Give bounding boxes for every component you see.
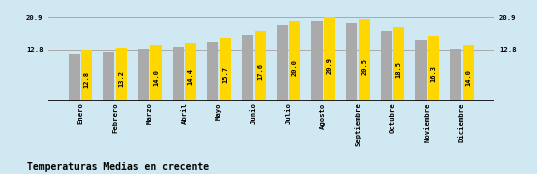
Text: 16.3: 16.3 [431,65,437,82]
Bar [81,50,92,101]
Text: 17.6: 17.6 [257,63,263,80]
Bar [311,21,323,101]
Bar [207,42,219,101]
Bar [277,25,288,101]
Bar [185,43,196,101]
Text: 14.0: 14.0 [153,69,159,86]
Bar [103,52,114,101]
Text: 14.0: 14.0 [465,69,471,86]
Text: 20.0: 20.0 [292,59,298,76]
Text: 15.7: 15.7 [222,66,228,83]
Text: 20.9: 20.9 [326,57,332,74]
Bar [116,48,127,101]
Bar [393,27,404,101]
Bar [69,54,79,101]
Text: 12.8: 12.8 [84,71,90,88]
Bar [450,49,461,101]
Text: 18.5: 18.5 [396,61,402,78]
Bar [138,49,149,101]
Bar [359,19,369,101]
Bar [150,45,162,101]
Text: 13.2: 13.2 [118,70,125,87]
Text: Temperaturas Medias en crecente: Temperaturas Medias en crecente [27,162,209,172]
Text: 14.4: 14.4 [188,68,194,85]
Bar [289,21,300,101]
Bar [220,38,231,101]
Bar [242,35,253,101]
Bar [173,47,184,101]
Bar [428,36,439,101]
Bar [381,31,392,101]
Bar [416,40,426,101]
Bar [463,45,474,101]
Bar [255,31,266,101]
Bar [324,17,335,101]
Text: 20.5: 20.5 [361,58,367,75]
Bar [346,23,357,101]
